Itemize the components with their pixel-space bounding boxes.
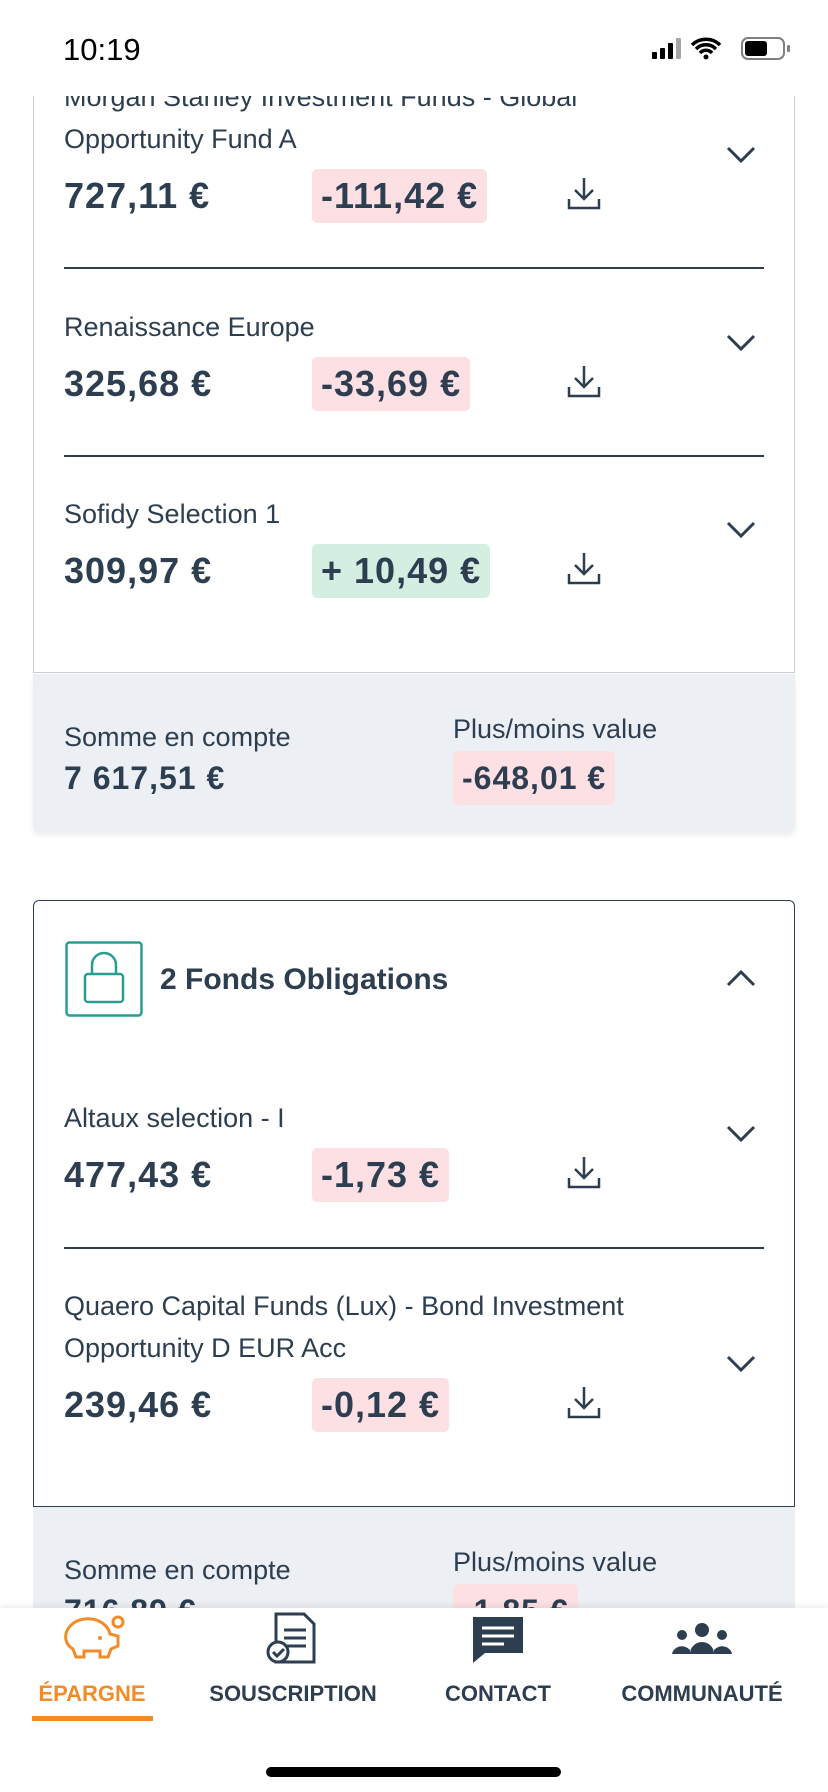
total-value: 7 617,51 € — [64, 760, 226, 796]
expand-chevron[interactable] — [725, 144, 757, 166]
download-icon[interactable] — [566, 175, 602, 211]
expand-chevron[interactable] — [725, 1123, 757, 1145]
lock-icon — [65, 941, 143, 1017]
gain-label: Plus/moins value — [453, 1547, 658, 1577]
tab-label[interactable]: COMMUNAUTÉ — [621, 1681, 783, 1706]
section-title: 2 Fonds Obligations — [160, 963, 449, 996]
fund-amount: 477,43 € — [64, 1154, 213, 1195]
divider — [64, 455, 764, 457]
download-icon[interactable] — [566, 1384, 602, 1420]
home-indicator — [266, 1767, 561, 1777]
fund-gain: -33,69 € — [312, 357, 471, 411]
total-gain: -1,85 € — [453, 1584, 578, 1608]
divider — [64, 267, 764, 269]
chat-icon — [473, 1617, 523, 1663]
community-icon — [672, 1623, 732, 1654]
divider — [64, 1247, 764, 1249]
summary-box — [33, 674, 795, 831]
fund-name: Sofidy Selection 1 — [64, 499, 281, 529]
tab-label[interactable]: ÉPARGNE — [38, 1681, 146, 1706]
total-gain: -648,01 € — [453, 751, 616, 805]
time: 10:19 — [63, 32, 141, 67]
fund-name: Renaissance Europe — [64, 312, 315, 342]
tab-bar: ÉPARGNE SOUSCRIPTION CONTACT COMMUNAUTÉ — [0, 1608, 828, 1792]
fund-amount: 239,46 € — [64, 1384, 213, 1425]
expand-chevron[interactable] — [725, 332, 757, 354]
document-icon — [266, 1612, 316, 1664]
content: 2 Fonds Obligations Morgan Stanley Inves… — [33, 0, 795, 1608]
total-value: 716,89 € — [64, 1589, 197, 1608]
card — [33, 900, 795, 1507]
fund-name: Altaux selection - I — [64, 1103, 285, 1133]
piggy-icon — [64, 1615, 125, 1659]
fund-gain: -1,73 € — [312, 1148, 450, 1202]
status-icons — [652, 37, 790, 60]
expand-chevron[interactable] — [725, 1353, 757, 1375]
gain-label: Plus/moins value — [453, 714, 658, 744]
fund-amount: 325,68 € — [64, 363, 213, 404]
total-label: Somme en compte — [64, 722, 291, 752]
fund-amount: 309,97 € — [64, 550, 213, 591]
fund-gain: -111,42 € — [312, 169, 488, 223]
summary-box — [33, 1507, 795, 1608]
total-label: Somme en compte — [64, 1555, 291, 1585]
download-icon[interactable] — [566, 1154, 602, 1190]
fund-amount: 727,11 € — [64, 175, 211, 216]
tab-label[interactable]: SOUSCRIPTION — [209, 1681, 377, 1706]
download-icon[interactable] — [566, 363, 602, 399]
card — [33, 0, 795, 673]
status-bar: 10:19 — [0, 0, 828, 96]
expand-chevron[interactable] — [725, 519, 757, 541]
fund-name: Quaero Capital Funds (Lux) - Bond Invest… — [64, 1291, 624, 1363]
fund-gain: -0,12 € — [312, 1378, 450, 1432]
active-tab-indicator — [32, 1716, 153, 1721]
collapse-chevron[interactable] — [725, 966, 757, 988]
tab-label[interactable]: CONTACT — [445, 1681, 551, 1706]
fund-gain: + 10,49 € — [312, 544, 491, 598]
download-icon[interactable] — [566, 550, 602, 586]
